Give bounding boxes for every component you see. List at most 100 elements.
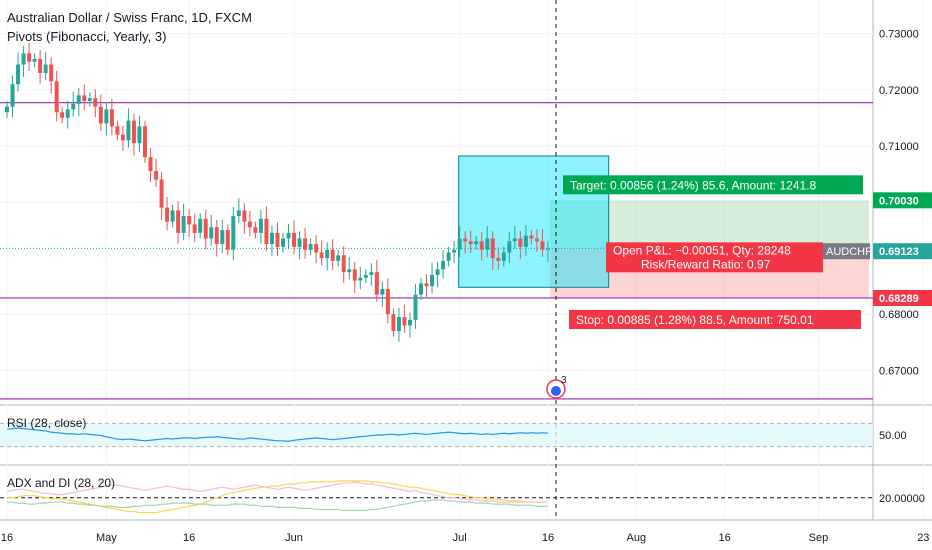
candle-body <box>38 58 43 73</box>
candle-body <box>87 98 92 101</box>
candle-body <box>247 221 252 228</box>
candle-body <box>501 252 506 261</box>
candle-body <box>231 216 236 250</box>
candle-body <box>148 157 153 172</box>
candle-body <box>76 95 81 104</box>
time-tick-label: 16 <box>718 532 730 544</box>
candle-body <box>143 126 147 158</box>
pnl-annotation-bg <box>606 242 823 273</box>
candle-body <box>369 272 374 275</box>
chart-title: Australian Dollar / Swiss Franc, 1D, FXC… <box>7 10 252 25</box>
adx-tick-label: 20.00000 <box>879 493 925 505</box>
candle-body <box>21 53 26 65</box>
target-price-tag-bg <box>873 192 932 209</box>
stop-price-tag-bg <box>873 290 932 307</box>
candle-body <box>496 258 501 261</box>
candle-body <box>363 274 368 278</box>
price-tick-label: 0.71000 <box>879 141 919 153</box>
candle-body <box>65 109 70 118</box>
candle-body <box>540 241 545 250</box>
candle-body <box>32 58 37 62</box>
candle-body <box>490 238 495 259</box>
candle-body <box>358 277 363 281</box>
candle-body <box>380 288 385 295</box>
candle-body <box>16 64 21 85</box>
candle-body <box>325 249 330 259</box>
time-tick-label: Jun <box>285 532 303 544</box>
candle-body <box>98 106 103 124</box>
candle-body <box>452 249 457 253</box>
candle-body <box>159 179 164 208</box>
time-tick-label: Jul <box>453 532 467 544</box>
last-price-tag: 0.69123 <box>879 246 919 258</box>
candle-body <box>314 244 319 253</box>
adx-series-line <box>6 481 548 503</box>
pnl-annotation: Open P&L: −0.00051, Qty: 28248 <box>613 243 791 257</box>
candle-body <box>286 232 291 239</box>
candle-body <box>49 64 54 82</box>
candle-body <box>407 319 412 326</box>
pivots-indicator-label[interactable]: Pivots (Fibonacci, Yearly, 3) <box>7 29 167 44</box>
candle-body <box>435 269 440 275</box>
candle-body <box>463 238 468 242</box>
candle-body <box>43 64 48 73</box>
candle-body <box>529 235 534 239</box>
target-annotation: Target: 0.00856 (1.24%) 85.6, Amount: 12… <box>570 178 816 192</box>
candle-body <box>236 210 241 217</box>
rsi-tick-label: 50.00 <box>879 430 907 442</box>
risk-reward-annotation: Risk/Reward Ratio: 0.97 <box>641 257 771 271</box>
time-tick-label: 16 <box>542 532 554 544</box>
candle-body <box>419 283 423 295</box>
candle-body <box>347 269 352 273</box>
time-tick-label: 16 <box>1 532 13 544</box>
time-tick-label: 16 <box>183 532 195 544</box>
symbol-tag: AUDCHF <box>826 246 872 258</box>
candle-body <box>485 238 490 250</box>
time-tick-label: Sep <box>809 532 829 544</box>
stop-annotation-bg <box>569 310 861 330</box>
candle-body <box>82 95 87 101</box>
symbol-tag-bg <box>822 243 870 260</box>
candle-body <box>545 248 550 250</box>
candle-body <box>385 288 390 315</box>
candle-body <box>264 218 269 245</box>
candle-body <box>457 238 462 250</box>
candle-body <box>10 84 15 107</box>
candle-body <box>214 227 219 245</box>
candle-body <box>131 120 136 144</box>
rsi-line <box>6 427 549 442</box>
candle-body <box>292 232 297 247</box>
candle-body <box>303 238 308 250</box>
adx-indicator-label[interactable]: ADX and DI (28, 20) <box>7 476 116 490</box>
candle-body <box>534 238 539 242</box>
time-tick-label: 23 <box>917 532 929 544</box>
candle-body <box>115 126 120 135</box>
rsi-band <box>0 423 873 447</box>
candle-body <box>430 274 435 287</box>
rsi-indicator-label[interactable]: RSI (28, close) <box>7 416 87 430</box>
candle-body <box>479 241 484 250</box>
candle-body <box>71 103 76 110</box>
candle-body <box>297 238 302 247</box>
candle-body <box>126 120 131 141</box>
candle-body <box>374 272 379 295</box>
candle-body <box>281 238 285 247</box>
candle-body <box>402 317 407 326</box>
candle-body <box>54 81 59 113</box>
candle-body <box>258 218 263 233</box>
candle-body <box>120 134 125 141</box>
candle-body <box>109 109 114 127</box>
candle-body <box>396 317 401 332</box>
price-tick-label: 0.67000 <box>879 365 919 377</box>
price-tick-label: 0.68000 <box>879 309 919 321</box>
target-price-tag: 0.70030 <box>879 195 919 207</box>
candle-body <box>220 230 225 245</box>
candle-body <box>446 252 451 261</box>
candle-body <box>242 210 247 222</box>
target-annotation-bg <box>563 175 863 195</box>
candle-body <box>468 241 473 245</box>
candle-body <box>198 218 203 233</box>
candle-body <box>170 210 175 222</box>
candle-body <box>209 227 214 239</box>
